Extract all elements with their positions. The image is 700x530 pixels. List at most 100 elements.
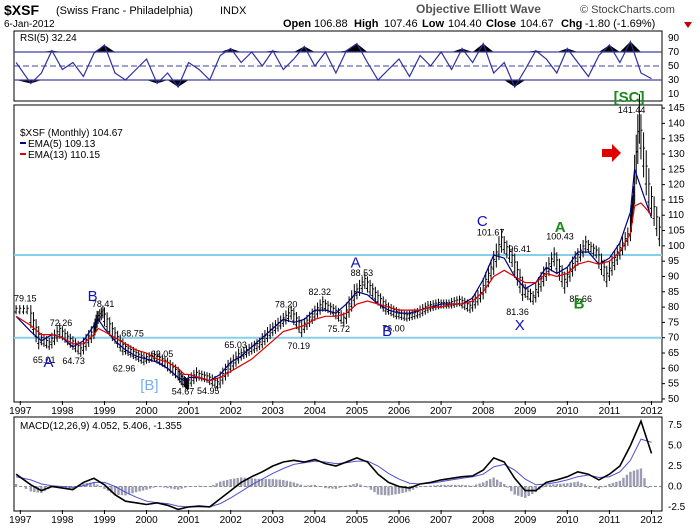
price-annotation: 78.41 [92, 299, 115, 309]
macd-histogram-bar [233, 478, 236, 487]
price-tick-label: 140 [668, 118, 685, 129]
macd-histogram-bar [639, 468, 643, 487]
macd-histogram-bar [215, 483, 218, 487]
rsi-title: RSI(5) 32.24 [20, 33, 77, 44]
x-tick-label: 2000 [135, 406, 158, 417]
x-tick-label: 1999 [93, 406, 116, 417]
macd-histogram-bar [439, 484, 443, 487]
macd-histogram-bar [524, 486, 527, 498]
macd-histogram-bar [278, 479, 281, 487]
x-tick-label: 2011 [599, 515, 621, 526]
macd-histogram-bar [229, 479, 232, 487]
price-annotation: 70.19 [288, 341, 311, 351]
macd-histogram-bar [394, 486, 397, 495]
macd-histogram-bar [457, 484, 460, 487]
macd-histogram-bar [608, 484, 611, 487]
macd-panel: -2.5 0.0 2.5 5.0 7.5 MACD(12,26,9) 4.052, 5.… [13, 416, 686, 513]
x-tick-label: 2003 [262, 406, 285, 417]
macd-histogram-bar [33, 486, 36, 492]
macd-histogram-bar [285, 480, 289, 487]
wave-label: A [43, 354, 53, 371]
price-annotation: 54.95 [197, 386, 220, 396]
macd-histogram-bar [211, 484, 215, 487]
macd-histogram-bar [320, 486, 324, 488]
price-tick-label: 95 [668, 256, 680, 267]
wave-label: [SC] [614, 89, 645, 106]
symbol-name: (Swiss Franc - Philadelphia) [56, 5, 193, 17]
macd-histogram-bar [446, 484, 450, 487]
macd-histogram-bar [68, 486, 71, 489]
x-tick-label: 1999 [93, 515, 116, 526]
macd-histogram-bar [464, 485, 467, 487]
ema5-line [15, 169, 653, 382]
price-panel: 50 55 60 65 70 75 80 85 90 95 100 105 110 115 120 125 13… [13, 89, 685, 405]
x-axis-top: 1997 1998 1999 2000 2001 2002 2003 2004 2005 2006… [9, 401, 663, 417]
macd-histogram-bar [503, 484, 506, 487]
macd-histogram-bar [236, 478, 239, 487]
price-annotation: 85.66 [569, 294, 592, 304]
price-tick-label: 90 [668, 271, 680, 282]
wave-label: [B] [140, 377, 158, 394]
macd-histogram-bar [580, 482, 583, 487]
macd-histogram-bar [271, 479, 274, 487]
macd-frame [13, 416, 663, 512]
price-annotation: 79.15 [14, 294, 37, 304]
macd-histogram-bar [359, 484, 362, 487]
macd-histogram-bar [425, 485, 429, 487]
x-tick-label: 2006 [388, 515, 411, 526]
macd-histogram-bar [204, 486, 208, 487]
price-annotation: 54.67 [172, 387, 195, 397]
x-tick-label: 2007 [430, 406, 453, 417]
ema13-legend: EMA(13) 110.15 [28, 150, 101, 161]
open-label: Open [283, 18, 311, 30]
macd-histogram-bar [432, 485, 436, 487]
macd-histogram-bar [152, 486, 155, 488]
macd-histogram-bar [99, 486, 103, 487]
price-tick-label: 125 [668, 164, 685, 175]
macd-signal-line [15, 438, 652, 508]
macd-histogram-bar [134, 486, 138, 493]
open-value: 106.88 [314, 18, 348, 30]
macd-histogram-bar [352, 484, 355, 487]
macd-histogram-bar [141, 486, 145, 491]
macd-histogram-bar [467, 485, 471, 487]
macd-histogram-bar [590, 486, 594, 487]
macd-histogram-bar [418, 486, 422, 487]
symbol: $XSF [4, 2, 39, 18]
macd-histogram-bar [474, 484, 478, 487]
macd-histogram-bar [559, 483, 562, 487]
x-tick-label: 2008 [472, 406, 495, 417]
x-tick-label: 2001 [177, 406, 200, 417]
macd-histogram-bar [313, 484, 317, 487]
x-tick-label: 2012 [640, 406, 663, 417]
price-tick-label: 75 [668, 317, 680, 328]
macd-histogram-bar [450, 484, 453, 487]
macd-line [15, 418, 653, 511]
macd-histogram-bar [19, 486, 23, 487]
close-value: 104.67 [520, 18, 554, 30]
macd-histogram-bar [545, 484, 548, 487]
price-tick-label: 80 [668, 302, 680, 313]
macd-histogram-bar [264, 479, 267, 487]
macd-histogram-bar [390, 486, 394, 495]
price-annotation: 82.32 [309, 287, 332, 297]
macd-histogram-bar [566, 483, 569, 487]
macd-histogram-bar [611, 482, 615, 487]
macd-histogram-bar [481, 482, 485, 487]
x-axis-bottom: 1997 1998 1999 2000 2001 2002 2003 2004 2005 2006… [9, 510, 663, 526]
x-tick-label: 1997 [9, 406, 32, 417]
macd-histogram-bar [268, 479, 271, 487]
macd-title: MACD(12,26,9) 4.052, 5.406, -1.355 [20, 421, 182, 432]
macd-histogram-bar [208, 486, 211, 487]
macd-histogram-bar [387, 486, 390, 496]
x-tick-label: 2000 [135, 515, 158, 526]
macd-histogram-bar [380, 486, 383, 495]
x-tick-label: 2012 [640, 515, 663, 526]
x-tick-label: 2002 [220, 406, 243, 417]
rsi-tick-label: 70 [668, 47, 680, 58]
rsi-tick-label: 10 [668, 89, 680, 100]
x-tick-label: 2004 [304, 406, 327, 417]
wave-label: X [515, 317, 525, 334]
macd-histogram-bar [169, 486, 173, 489]
macd-histogram-bar [601, 486, 604, 488]
